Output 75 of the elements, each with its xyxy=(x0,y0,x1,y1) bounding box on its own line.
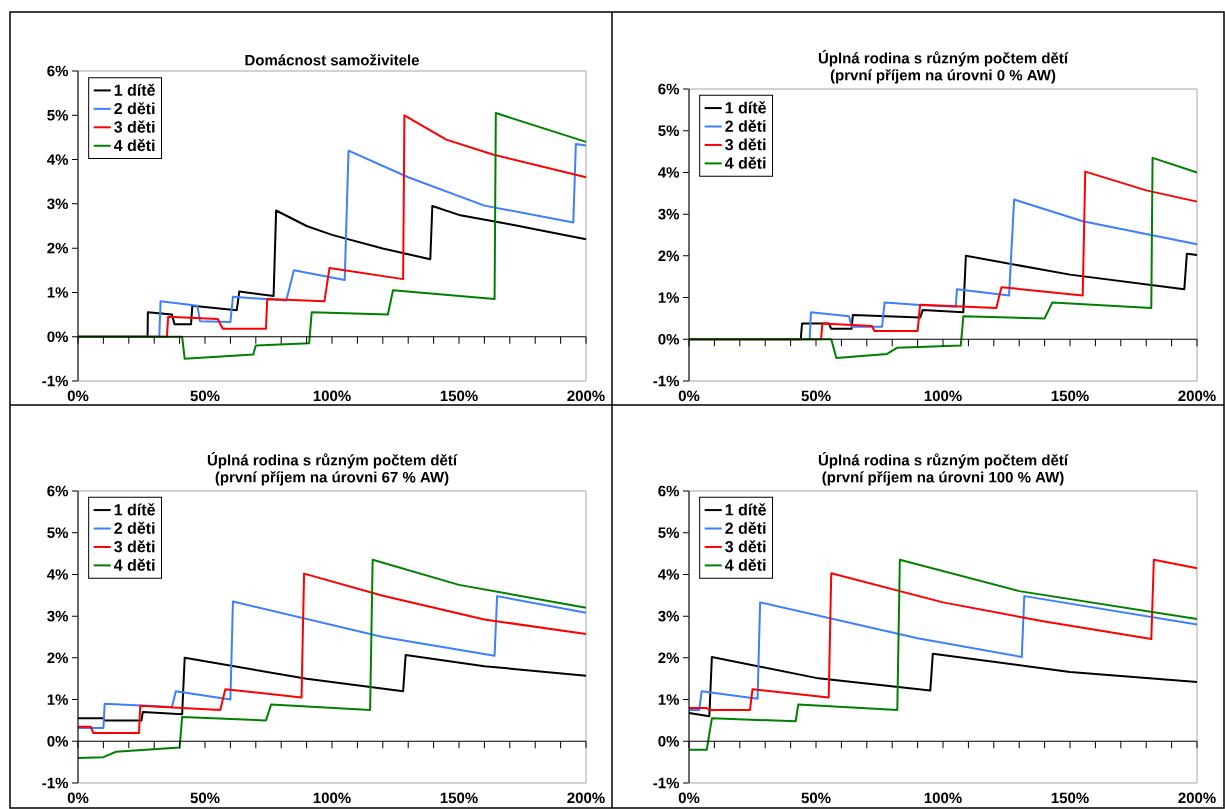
y-tick-label: 2% xyxy=(658,250,680,262)
legend-label: 3 děti xyxy=(725,540,766,553)
y-tick-label: 4% xyxy=(658,569,680,580)
legend-label: 2 děti xyxy=(725,521,766,534)
legend-label: 2 děti xyxy=(725,119,766,132)
legend-label: 2 děti xyxy=(114,102,155,115)
x-tick-label: 0% xyxy=(67,792,89,804)
legend-label: 4 děti xyxy=(724,156,766,169)
y-tick-label: 4% xyxy=(658,167,680,178)
y-tick-label: 1% xyxy=(658,694,680,705)
y-tick-label: 3% xyxy=(658,610,680,622)
y-tick-label: 0% xyxy=(658,735,680,747)
x-tick-label: 200% xyxy=(1178,792,1216,804)
x-tick-label: 50% xyxy=(801,390,831,402)
legend-label: 3 děti xyxy=(114,120,155,133)
x-tick-label: 100% xyxy=(313,792,351,804)
legend-label: 1 dítě xyxy=(114,83,155,96)
y-tick-label: 4% xyxy=(47,154,69,165)
legend-label: 4 děti xyxy=(113,558,155,571)
y-tick-label: -1% xyxy=(42,375,69,387)
x-tick-label: 150% xyxy=(440,792,478,804)
y-tick-label: 1% xyxy=(47,287,69,298)
legend-label: 1 dítě xyxy=(114,503,155,516)
chart-title: Úplná rodina s různým počtem dětí xyxy=(207,452,458,469)
x-tick-label: 0% xyxy=(678,390,700,402)
y-tick-label: 3% xyxy=(47,198,69,210)
x-tick-label: 50% xyxy=(190,792,220,804)
y-tick-label: 0% xyxy=(658,333,680,345)
chart-subtitle: (první příjem na úrovni 67 % AW) xyxy=(215,471,449,486)
y-tick-label: 2% xyxy=(47,242,69,254)
y-tick-label: 6% xyxy=(47,65,69,77)
y-tick-label: 2% xyxy=(47,652,69,664)
y-tick-label: 4% xyxy=(47,569,69,580)
legend-label: 4 děti xyxy=(724,558,766,571)
chart-title: Úplná rodina s různým počtem dětí xyxy=(818,50,1069,67)
y-tick-label: 3% xyxy=(658,208,680,220)
chart-subtitle: (první příjem na úrovni 0 % AW) xyxy=(830,69,1056,84)
x-tick-label: 0% xyxy=(678,792,700,804)
legend-label: 3 děti xyxy=(725,138,766,151)
chart-subtitle: (první příjem na úrovni 100 % AW) xyxy=(822,471,1064,486)
y-tick-label: 2% xyxy=(658,652,680,664)
y-tick-label: 0% xyxy=(47,331,69,343)
y-tick-label: 5% xyxy=(658,125,680,136)
y-tick-label: 1% xyxy=(47,694,69,705)
y-tick-label: 5% xyxy=(47,109,69,121)
legend-label: 3 děti xyxy=(114,540,155,553)
x-tick-label: 100% xyxy=(924,792,962,804)
legend-label: 1 dítě xyxy=(725,101,766,114)
x-tick-label: 100% xyxy=(924,390,962,402)
y-tick-label: 0% xyxy=(47,735,69,747)
y-tick-label: 5% xyxy=(47,527,69,539)
x-tick-label: 150% xyxy=(1051,792,1089,804)
chart-title: Domácnost samoživitele xyxy=(245,54,419,66)
y-tick-label: 1% xyxy=(658,292,680,303)
x-tick-label: 50% xyxy=(801,792,831,804)
legend-label: 1 dítě xyxy=(725,503,766,516)
x-tick-label: 200% xyxy=(567,390,605,402)
y-tick-label: -1% xyxy=(653,777,680,789)
y-tick-label: 3% xyxy=(47,610,69,622)
x-tick-label: 50% xyxy=(190,390,220,402)
y-tick-label: 6% xyxy=(47,485,69,497)
legend-label: 2 děti xyxy=(114,521,155,534)
y-tick-label: -1% xyxy=(42,777,69,789)
legend-label: 4 děti xyxy=(113,139,155,152)
x-tick-label: 0% xyxy=(67,390,89,402)
x-tick-label: 100% xyxy=(313,390,351,402)
y-tick-label: -1% xyxy=(653,375,680,387)
x-tick-label: 200% xyxy=(1178,390,1216,402)
y-tick-label: 6% xyxy=(658,485,680,497)
y-tick-label: 6% xyxy=(658,83,680,95)
x-tick-label: 200% xyxy=(567,792,605,804)
x-tick-label: 150% xyxy=(1051,390,1089,402)
chart-title: Úplná rodina s různým počtem dětí xyxy=(818,452,1069,469)
y-tick-label: 5% xyxy=(658,527,680,539)
x-tick-label: 150% xyxy=(440,390,478,402)
